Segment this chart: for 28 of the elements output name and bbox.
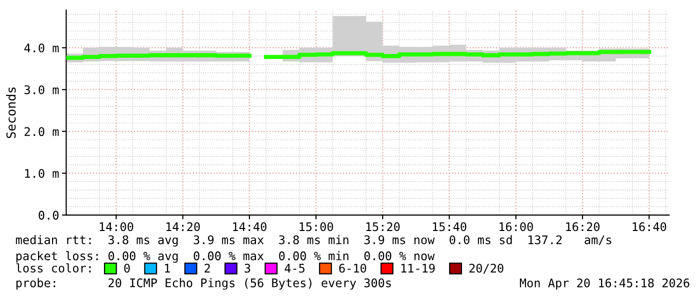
y-tick-label: 3.0 m bbox=[24, 85, 59, 94]
x-tick-label: 16:20 bbox=[566, 222, 600, 232]
legend-label: 2 bbox=[204, 264, 210, 273]
legend-title: loss color: bbox=[16, 263, 91, 273]
legend-label: 3 bbox=[244, 264, 250, 273]
x-tick-label: 14:20 bbox=[166, 222, 200, 232]
legend-label: 6-10 bbox=[339, 264, 366, 273]
x-tick-label: 15:40 bbox=[432, 222, 466, 232]
legend-label: 1 bbox=[165, 264, 170, 273]
text: median rtt: 3.8 ms avg 3.9 ms max 3.8 ms min 3.9 ms now 0.0 ms sd 137.2 am/s bbox=[16, 235, 612, 247]
y-tick-label: 0.0 bbox=[38, 210, 59, 220]
x-tick-label: 14:00 bbox=[100, 222, 134, 232]
text: Mon Apr 20 16:45:18 2026 bbox=[520, 278, 690, 290]
text: packet loss: 0.00 % avg 0.00 % max 0.00 % min 0.00 % now bbox=[16, 251, 435, 263]
y-tick-label: 4.0 m bbox=[24, 43, 59, 52]
legend-label: 4-5 bbox=[284, 264, 304, 273]
legend-label: 0 bbox=[124, 264, 130, 273]
legend-label: 11-19 bbox=[401, 264, 435, 273]
text: probe: 20 ICMP Echo Pings (56 Bytes) every 300s bbox=[16, 278, 391, 290]
legend-label: 20/20 bbox=[469, 264, 504, 274]
y-tick-label: 1.0 m bbox=[25, 168, 59, 178]
y-tick-label: 2.0 m bbox=[24, 127, 59, 136]
x-tick-label: 14:40 bbox=[233, 222, 266, 232]
x-tick-label: 16:00 bbox=[500, 222, 533, 232]
x-tick-label: 16:40 bbox=[632, 222, 666, 232]
x-tick-label: 15:20 bbox=[366, 222, 400, 232]
y-axis-title: Seconds bbox=[6, 87, 16, 138]
x-tick-label: 15:00 bbox=[300, 222, 334, 232]
